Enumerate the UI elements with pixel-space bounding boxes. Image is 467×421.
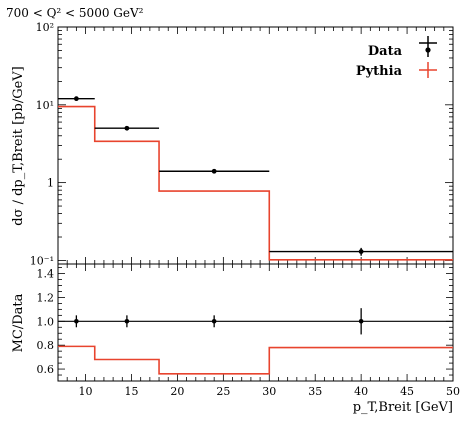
legend-entry-data: Data bbox=[368, 44, 403, 59]
x-tick-label: 40 bbox=[354, 385, 368, 398]
ratio-y-tick-label: 0.8 bbox=[37, 339, 55, 352]
main-plot-frame bbox=[57, 26, 454, 265]
main-y-axis-title: dσ / dp_T,Breit [pb/GeV] bbox=[11, 66, 26, 226]
ratio-data-point bbox=[211, 319, 217, 324]
main-y-tick-label: 1 bbox=[47, 177, 54, 190]
x-tick-label: 20 bbox=[170, 385, 184, 398]
main-y-tick-label: 10⁻¹ bbox=[30, 254, 54, 267]
x-tick-label: 10 bbox=[79, 385, 93, 398]
data-point bbox=[211, 168, 217, 174]
pythia-histogram-ratio bbox=[58, 345, 453, 375]
legend-entry-pythia: Pythia bbox=[356, 64, 403, 79]
ratio-data-point bbox=[124, 319, 130, 324]
main-y-tick-label: 10¹ bbox=[36, 99, 54, 112]
ratio-y-tick-label: 1.2 bbox=[37, 291, 55, 304]
x-tick-label: 50 bbox=[446, 385, 460, 398]
x-axis-title: p_T,Breit [GeV] bbox=[353, 400, 453, 415]
x-tick-label: 25 bbox=[216, 385, 230, 398]
data-point bbox=[73, 96, 79, 102]
ratio-y-tick-label: 0.6 bbox=[37, 363, 55, 376]
ratio-data-point bbox=[74, 319, 79, 324]
legend: Data Pythia bbox=[356, 36, 437, 79]
data-point bbox=[124, 125, 130, 131]
legend-marker-data bbox=[419, 36, 437, 57]
ratio-data-point bbox=[358, 319, 364, 324]
x-tick-label: 30 bbox=[262, 385, 276, 398]
ratio-y-axis-title: MC/Data bbox=[11, 293, 26, 352]
ratio-plot-frame bbox=[57, 263, 454, 382]
ratio-y-tick-label: 1.0 bbox=[37, 315, 55, 328]
x-tick-label: 35 bbox=[308, 385, 322, 398]
chart-title: 700 < Q² < 5000 GeV² bbox=[6, 6, 144, 20]
x-tick-label: 15 bbox=[124, 385, 138, 398]
main-y-tick-label: 10² bbox=[36, 21, 54, 34]
data-point bbox=[358, 249, 364, 254]
ratio-y-tick-label: 1.4 bbox=[37, 268, 55, 281]
legend-marker-pythia bbox=[419, 62, 437, 78]
x-tick-label: 45 bbox=[400, 385, 414, 398]
pythia-histogram-main bbox=[58, 105, 453, 261]
